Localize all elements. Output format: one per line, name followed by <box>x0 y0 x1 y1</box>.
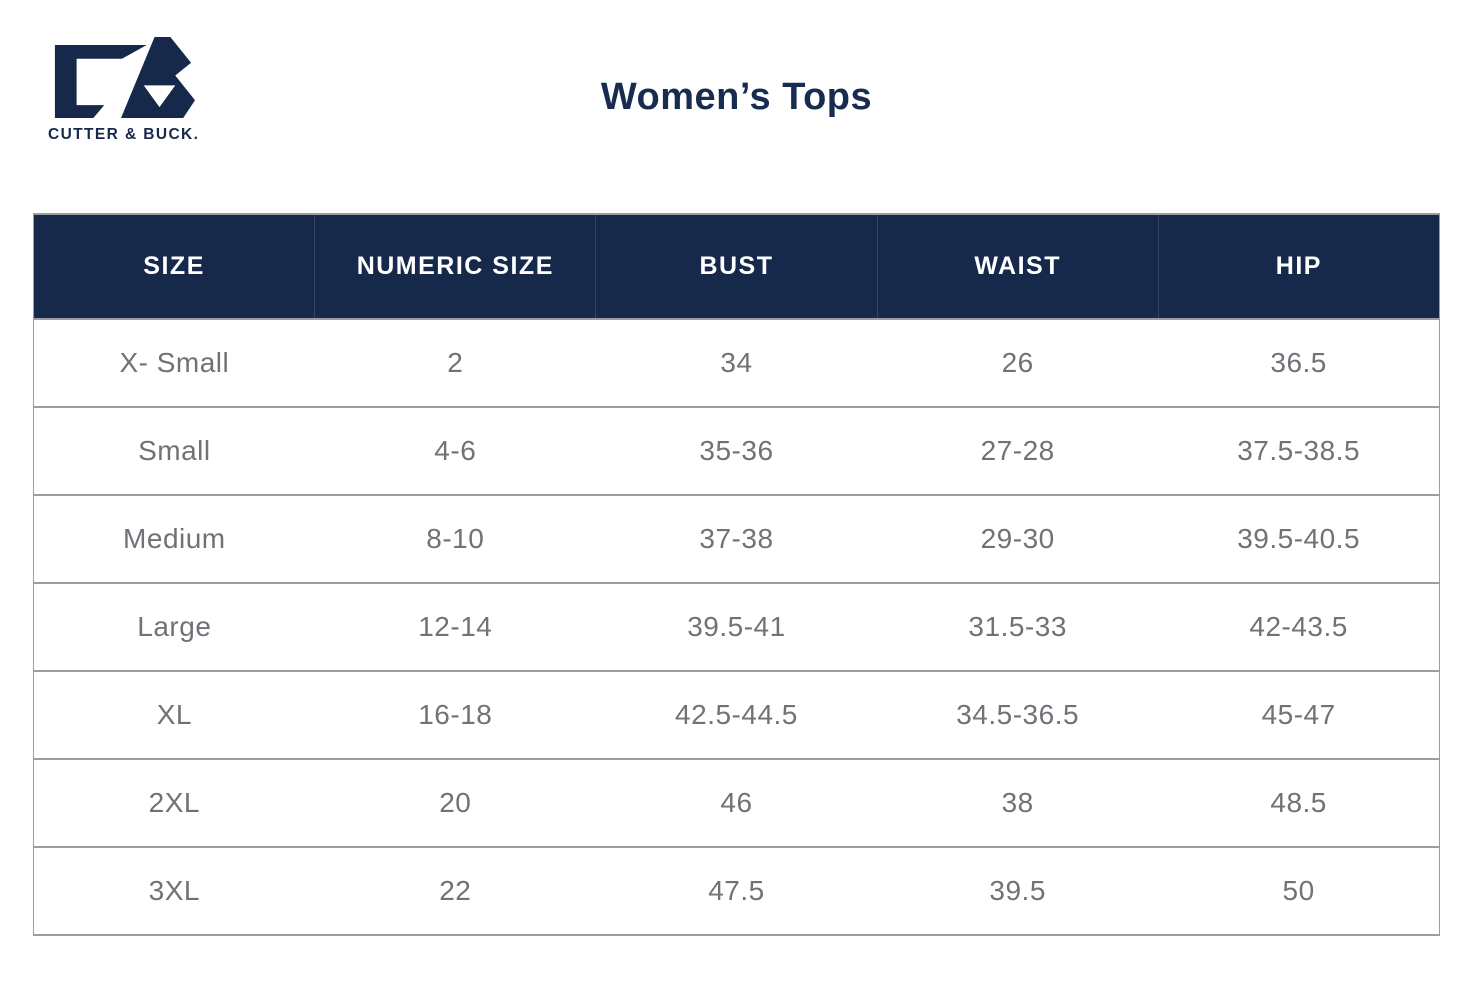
cell-waist: 38 <box>877 758 1159 847</box>
cell-size: XL <box>33 670 315 759</box>
cell-hip: 48.5 <box>1158 758 1440 847</box>
cell-numeric-size: 2 <box>314 318 596 407</box>
cell-bust: 37-38 <box>595 494 878 583</box>
table-row: XL 16-18 42.5-44.5 34.5-36.5 45-47 <box>33 670 1440 759</box>
column-header-hip: HIP <box>1157 214 1440 319</box>
cell-bust: 46 <box>595 758 878 847</box>
cell-hip: 37.5-38.5 <box>1158 406 1440 495</box>
cell-numeric-size: 12-14 <box>314 582 596 671</box>
cell-size: Large <box>33 582 315 671</box>
table-header: SIZE NUMERIC SIZE BUST WAIST HIP <box>33 214 1440 319</box>
cell-hip: 50 <box>1158 846 1440 935</box>
cell-hip: 42-43.5 <box>1158 582 1440 671</box>
cell-bust: 35-36 <box>595 406 878 495</box>
table-row: Large 12-14 39.5-41 31.5-33 42-43.5 <box>33 582 1440 671</box>
cell-numeric-size: 4-6 <box>314 406 596 495</box>
column-header-size: SIZE <box>33 214 315 319</box>
cell-size: Small <box>33 406 315 495</box>
cell-size: X- Small <box>33 318 315 407</box>
cell-waist: 26 <box>877 318 1159 407</box>
cutter-buck-monogram-icon <box>54 37 196 118</box>
cell-waist: 39.5 <box>877 846 1159 935</box>
cell-waist: 27-28 <box>877 406 1159 495</box>
cell-bust: 47.5 <box>595 846 878 935</box>
column-header-bust: BUST <box>595 214 878 319</box>
table-row: X- Small 2 34 26 36.5 <box>33 318 1440 407</box>
table-row: 2XL 20 46 38 48.5 <box>33 758 1440 847</box>
cell-numeric-size: 20 <box>314 758 596 847</box>
page-title: Women’s Tops <box>600 76 873 118</box>
cell-bust: 39.5-41 <box>595 582 878 671</box>
size-chart-table: SIZE NUMERIC SIZE BUST WAIST HIP X- Small 2 34… <box>33 213 1440 936</box>
cell-hip: 36.5 <box>1158 318 1440 407</box>
cell-waist: 29-30 <box>877 494 1159 583</box>
table-row: Medium 8-10 37-38 29-30 39.5-40.5 <box>33 494 1440 583</box>
cell-numeric-size: 16-18 <box>314 670 596 759</box>
cell-hip: 45-47 <box>1158 670 1440 759</box>
brand-wordmark: CUTTER & BUCK. <box>48 126 200 143</box>
table-body: X- Small 2 34 26 36.5 Small 4-6 35-36 27-28 37.5-… <box>33 318 1440 935</box>
cell-bust: 34 <box>595 318 878 407</box>
cell-waist: 34.5-36.5 <box>877 670 1159 759</box>
cell-size: 2XL <box>33 758 315 847</box>
column-header-numeric-size: NUMERIC SIZE <box>314 214 596 319</box>
table-row: 3XL 22 47.5 39.5 50 <box>33 846 1440 935</box>
column-header-waist: WAIST <box>876 214 1159 319</box>
brand-logo: CUTTER & BUCK. <box>48 34 200 144</box>
table-header-row: SIZE NUMERIC SIZE BUST WAIST HIP <box>33 214 1440 319</box>
cell-waist: 31.5-33 <box>877 582 1159 671</box>
cell-numeric-size: 8-10 <box>314 494 596 583</box>
cell-bust: 42.5-44.5 <box>595 670 878 759</box>
cell-size: Medium <box>33 494 315 583</box>
cell-hip: 39.5-40.5 <box>1158 494 1440 583</box>
cell-numeric-size: 22 <box>314 846 596 935</box>
table-row: Small 4-6 35-36 27-28 37.5-38.5 <box>33 406 1440 495</box>
cell-size: 3XL <box>33 846 315 935</box>
